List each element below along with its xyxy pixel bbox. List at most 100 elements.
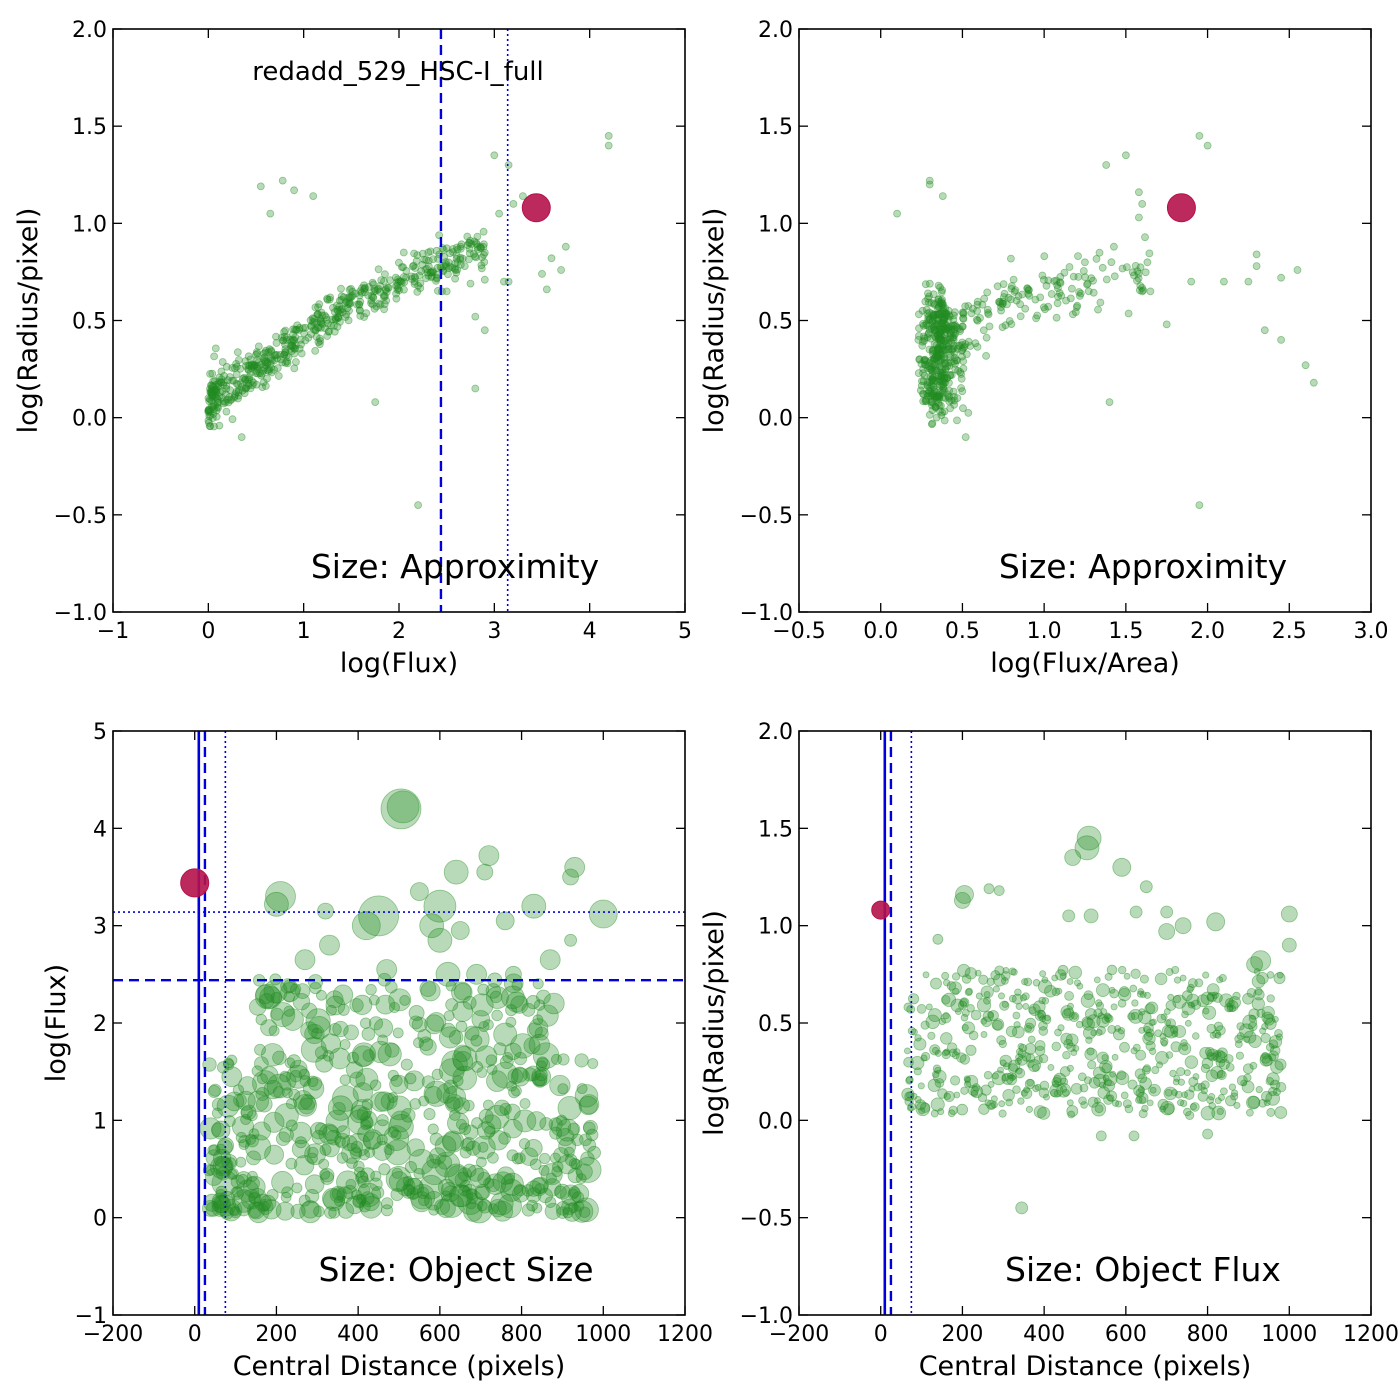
y-tick-label: 2.0	[758, 18, 793, 43]
scatter-point	[325, 1004, 337, 1016]
scatter-point	[1230, 1092, 1239, 1101]
scatter-point	[946, 350, 955, 359]
scatter-point	[485, 1054, 498, 1066]
scatter-point	[980, 1031, 988, 1038]
y-tick-label: 1	[93, 1109, 107, 1134]
scatter-point	[573, 1200, 585, 1212]
scatter-point	[934, 302, 943, 311]
scatter-point	[360, 1017, 372, 1029]
scatter-point	[383, 283, 392, 292]
x-tick-label: 400	[337, 1322, 379, 1347]
scatter-point	[934, 352, 942, 361]
scatter-point	[232, 359, 241, 368]
scatter-point	[1092, 1066, 1106, 1080]
scatter-point	[513, 1184, 527, 1197]
scatter-point	[371, 398, 380, 407]
scatter-point	[1034, 1083, 1042, 1091]
scatter-point	[323, 315, 332, 324]
scatter-point	[1078, 1096, 1087, 1105]
scatter-point	[543, 992, 565, 1015]
scatter-point	[395, 286, 404, 295]
scatter-point	[1102, 161, 1111, 169]
scatter-point	[930, 310, 938, 319]
scatter-point	[1076, 982, 1084, 990]
scatter-point	[321, 1139, 340, 1158]
scatter-point	[953, 1048, 961, 1056]
scatter-point	[1136, 281, 1145, 290]
scatter-point	[1020, 1089, 1028, 1097]
scatter-point	[209, 405, 218, 414]
scatter-point	[491, 1009, 503, 1022]
scatter-point	[344, 293, 353, 302]
scatter-point	[455, 1020, 468, 1033]
scatter-point	[919, 332, 928, 341]
scatter-point	[924, 330, 933, 339]
scatter-point	[291, 341, 300, 350]
scatter-point	[205, 397, 214, 406]
scatter-point	[938, 342, 946, 351]
scatter-point	[298, 1097, 315, 1115]
scatter-point	[275, 1201, 295, 1221]
scatter-point	[1135, 213, 1143, 222]
scatter-point	[936, 358, 945, 367]
scatter-point	[446, 249, 454, 258]
scatter-point	[1076, 825, 1102, 851]
scatter-point	[997, 303, 1005, 312]
scatter-point	[451, 266, 460, 275]
scatter-point	[1206, 912, 1226, 932]
scatter-point	[966, 342, 975, 350]
scatter-point	[281, 1087, 293, 1099]
scatter-point	[346, 299, 355, 308]
scatter-point	[942, 325, 951, 334]
scatter-point	[247, 362, 256, 371]
scatter-point	[997, 1066, 1004, 1074]
scatter-point	[931, 402, 940, 411]
scatter-point	[240, 1104, 257, 1121]
scatter-point	[414, 501, 423, 510]
scatter-point	[921, 397, 930, 406]
size-annotation: Size: Object Size	[318, 1250, 593, 1289]
scatter-point	[370, 287, 379, 296]
scatter-point	[1256, 972, 1269, 985]
scatter-point	[925, 1014, 940, 1029]
scatter-point	[549, 1126, 563, 1140]
scatter-point	[1083, 990, 1094, 1001]
scatter-point	[290, 983, 302, 995]
scatter-point	[988, 1102, 996, 1110]
scatter-point	[294, 1093, 317, 1117]
scatter-point	[278, 1127, 294, 1143]
scatter-point	[402, 1177, 425, 1200]
scatter-point	[1021, 978, 1029, 986]
scatter-point	[246, 1170, 258, 1182]
scatter-point	[245, 361, 254, 370]
scatter-point	[925, 292, 933, 301]
size-annotation: Size: Object Flux	[1005, 1250, 1281, 1289]
scatter-point	[313, 310, 322, 319]
scatter-point	[266, 363, 275, 372]
scatter-point	[444, 264, 453, 273]
scatter-point	[250, 361, 259, 370]
scatter-point	[936, 345, 944, 354]
scatter-point	[270, 1002, 296, 1028]
scatter-point	[1260, 1032, 1271, 1044]
scatter-point	[209, 382, 218, 391]
scatter-point	[279, 1070, 291, 1083]
scatter-point	[308, 318, 317, 326]
scatter-point	[215, 421, 224, 430]
scatter-point	[951, 972, 961, 981]
scatter-point	[1130, 271, 1138, 280]
scatter-point	[1056, 1082, 1071, 1098]
y-tick-label: 1.0	[72, 212, 107, 237]
scatter-point	[1201, 1057, 1214, 1070]
scatter-point	[1068, 284, 1076, 293]
scatter-point	[1096, 1025, 1106, 1035]
scatter-point	[238, 1134, 251, 1148]
scatter-point	[935, 325, 944, 334]
scatter-point	[928, 315, 937, 324]
scatter-point	[311, 346, 320, 355]
scatter-point	[211, 1192, 229, 1210]
scatter-point	[1209, 1031, 1217, 1039]
scatter-point	[352, 1193, 367, 1208]
scatter-point	[929, 322, 938, 331]
x-tick-label: 5	[678, 619, 692, 644]
